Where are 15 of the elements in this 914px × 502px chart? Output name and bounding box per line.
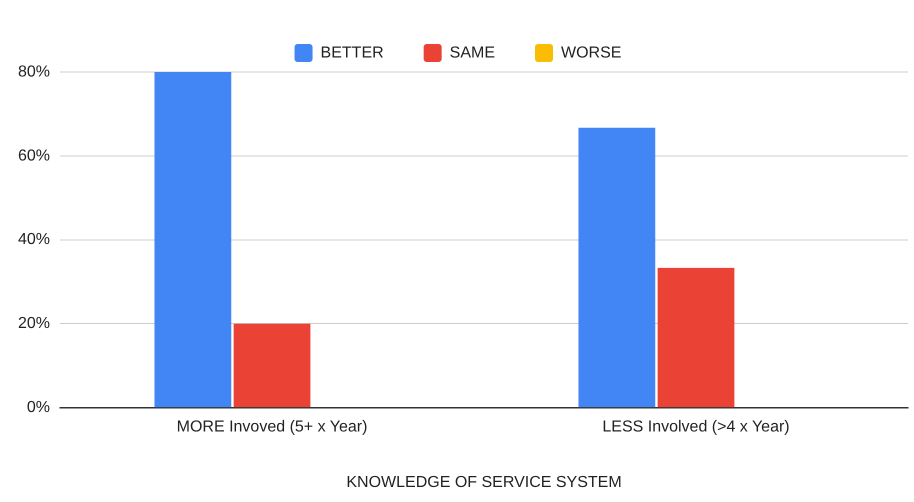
y-tick-label: 0% [26,399,50,416]
legend-label: BETTER [320,44,384,62]
legend-label: WORSE [561,44,622,62]
y-tick-label: 60% [18,147,50,164]
y-tick-label: 80% [18,63,50,80]
y-tick-label: 40% [18,231,50,248]
bar [234,324,310,408]
x-tick-label: MORE Invoved (5+ x Year) [176,418,368,436]
bar [154,72,232,408]
y-tick-label: 20% [18,315,50,332]
x-axis-title: KNOWLEDGE OF SERVICE SYSTEM [346,474,622,491]
x-tick-label: LESS Involved (>4 x Year) [602,418,790,436]
legend-label: SAME [450,44,496,62]
bar [658,268,734,408]
bar [578,128,656,408]
